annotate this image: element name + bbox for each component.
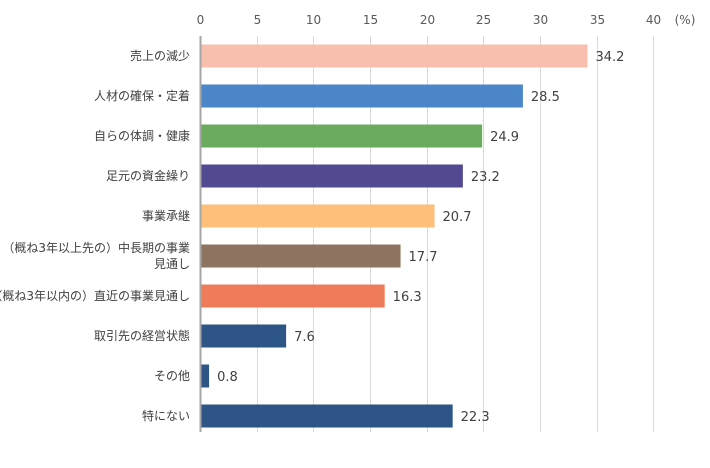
- category-label: 人材の確保・定着: [94, 88, 190, 103]
- bar: [201, 404, 453, 428]
- category-label: 足元の資金繰り: [106, 168, 190, 183]
- x-tick-label: 25: [476, 13, 491, 27]
- category-label: その他: [154, 369, 190, 383]
- category-label: 特にない: [142, 408, 190, 423]
- bar: [201, 84, 523, 108]
- bar: [201, 44, 588, 68]
- value-labels: 34.2 28.5 24.9 23.2 20.7 17.7 16.3 7.6 0.8 22.3: [217, 50, 624, 425]
- data-label: 28.5: [531, 90, 560, 105]
- data-label: 7.6: [294, 330, 315, 345]
- bar: [201, 244, 401, 268]
- unit-label: (%): [675, 13, 696, 27]
- x-tick-label: 40: [646, 13, 661, 27]
- data-label: 16.3: [393, 290, 422, 305]
- data-label: 23.2: [471, 170, 500, 185]
- category-label-line: （概ね3年以内の）直近の事業見通し: [0, 289, 190, 303]
- data-label: 34.2: [595, 50, 624, 65]
- data-label: 0.8: [217, 370, 238, 385]
- bar: [201, 324, 287, 348]
- x-tick-label: 5: [254, 13, 262, 27]
- data-label: 22.3: [461, 410, 490, 425]
- x-tick-label: 20: [420, 13, 435, 27]
- category-label: 自らの体調・健康: [94, 128, 190, 143]
- category-label-line: 特にない: [142, 408, 190, 423]
- x-tick-label: 10: [306, 13, 321, 27]
- bar: [201, 124, 483, 148]
- category-label: 売上の減少: [130, 48, 190, 63]
- bar: [201, 164, 463, 188]
- x-tick-label: 0: [197, 13, 205, 27]
- bar: [201, 364, 210, 388]
- data-label: 17.7: [409, 250, 438, 265]
- category-label: 事業承継: [142, 208, 190, 223]
- x-tick-label: 30: [533, 13, 548, 27]
- category-label-line: 自らの体調・健康: [94, 128, 190, 143]
- category-label-line: その他: [154, 369, 190, 383]
- category-label-line: 売上の減少: [130, 48, 190, 63]
- bar: [201, 284, 385, 308]
- bar: [201, 204, 435, 228]
- category-label-line: 取引先の経営状態: [94, 328, 190, 343]
- data-label: 20.7: [443, 210, 472, 225]
- bars: [201, 44, 588, 428]
- category-label-line: 足元の資金繰り: [106, 168, 190, 183]
- x-axis-ticks: 0 5 10 15 20 25 30 35 40: [197, 13, 661, 27]
- category-label-line: 見通し: [154, 257, 190, 271]
- data-label: 24.9: [490, 130, 519, 145]
- x-tick-label: 15: [363, 13, 378, 27]
- category-label: 取引先の経営状態: [94, 328, 190, 343]
- category-label-line: 人材の確保・定着: [94, 88, 190, 103]
- category-label: （概ね3年以上先の）中長期の事業見通し: [2, 240, 190, 271]
- category-label: （概ね3年以内の）直近の事業見通し: [0, 289, 190, 303]
- category-label-line: （概ね3年以上先の）中長期の事業: [2, 240, 190, 255]
- category-label-line: 事業承継: [142, 208, 190, 223]
- x-tick-label: 35: [590, 13, 605, 27]
